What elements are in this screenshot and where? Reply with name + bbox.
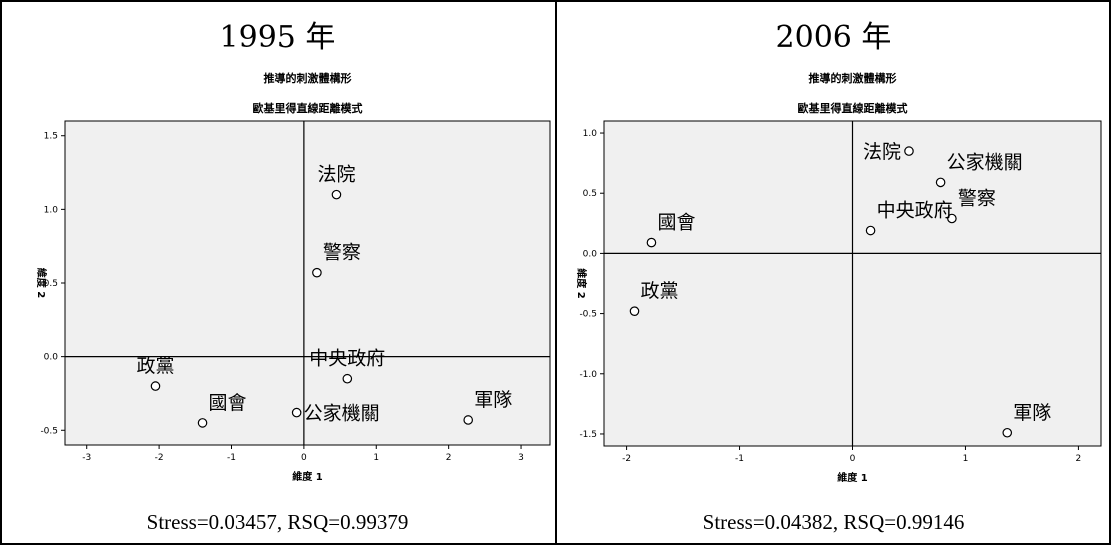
x-tick-label: 1 xyxy=(373,453,379,463)
x-tick-label: 0 xyxy=(850,454,856,464)
stress-rsq-text: Stress=0.04382, RSQ=0.99146 xyxy=(702,510,965,534)
x-tick-label: -1 xyxy=(227,453,236,463)
panel-1995: 1995 年 推導的刺激體構形 歐基里得直線距離模式 -3 -2 -1 0 1 2 3 -0.5 0… xyxy=(0,0,555,545)
point-label: 國會 xyxy=(209,392,247,414)
x-tick-label: -3 xyxy=(82,453,91,463)
x-tick-label: 3 xyxy=(518,453,524,463)
y-tick-label: 0.5 xyxy=(583,189,597,199)
chart-title: 推導的刺激體構形 xyxy=(809,71,897,85)
point-label: 政黨 xyxy=(136,355,174,377)
plot-area xyxy=(64,120,551,446)
y-tick-label: 1.0 xyxy=(44,205,59,215)
data-point xyxy=(629,306,640,316)
point-label: 警察 xyxy=(323,242,361,264)
x-tick-label: 0 xyxy=(301,453,307,463)
point-label: 政黨 xyxy=(640,280,678,302)
data-point xyxy=(342,373,353,384)
point-label: 警察 xyxy=(958,188,996,210)
x-tick-label: 2 xyxy=(1076,454,1082,464)
point-label: 中央政府 xyxy=(309,348,385,370)
data-point xyxy=(947,213,957,224)
x-tick-label: -1 xyxy=(735,454,744,464)
panel-year-title: 2006 年 xyxy=(775,20,892,55)
point-label: 法院 xyxy=(863,141,901,163)
data-point xyxy=(197,418,208,428)
x-tick-label: 1 xyxy=(963,454,969,464)
point-label: 法院 xyxy=(317,164,355,186)
y-tick-label: 0.5 xyxy=(44,279,58,289)
data-point xyxy=(463,415,474,425)
point-label: 中央政府 xyxy=(877,200,953,222)
stress-rsq-text: Stress=0.03457, RSQ=0.99379 xyxy=(146,510,409,534)
point-label: 公家機關 xyxy=(304,403,380,425)
data-point xyxy=(865,225,876,236)
point-label: 軍隊 xyxy=(474,389,512,411)
y-tick-label: -0.5 xyxy=(579,310,597,320)
data-point xyxy=(935,177,946,188)
panel-divider xyxy=(555,0,557,545)
chart-subtitle: 歐基里得直線距離模式 xyxy=(253,101,363,115)
y-tick-label: -0.5 xyxy=(40,426,58,436)
y-tick-label: 0.0 xyxy=(44,353,59,363)
x-axis-label: 維度 1 xyxy=(837,471,867,484)
data-point xyxy=(312,267,322,278)
x-tick-label: -2 xyxy=(155,453,164,463)
point-label: 公家機關 xyxy=(947,151,1023,173)
y-tick-label: 0.0 xyxy=(583,249,598,259)
data-point xyxy=(1002,427,1013,438)
y-tick-label: -1.0 xyxy=(579,370,597,380)
y-tick-label: -1.5 xyxy=(579,430,597,440)
data-point xyxy=(646,237,657,248)
chart-subtitle: 歐基里得直線距離模式 xyxy=(798,101,908,115)
x-tick-label: -2 xyxy=(622,454,631,464)
chart-title: 推導的刺激體構形 xyxy=(264,71,352,85)
data-point xyxy=(150,381,161,391)
data-point xyxy=(291,407,302,418)
panel-year-title: 1995 年 xyxy=(219,20,336,55)
data-point xyxy=(904,146,914,156)
x-tick-label: 2 xyxy=(446,453,452,463)
y-tick-label: 1.0 xyxy=(583,129,598,139)
data-point xyxy=(331,189,342,200)
y-axis-label: 維度 2 xyxy=(35,268,48,298)
y-tick-label: 1.5 xyxy=(44,132,58,142)
panel-2006: 2006 年 推導的刺激體構形 歐基里得直線距離模式 -2 -1 0 1 2 -1.5 -1.0… xyxy=(556,0,1111,545)
point-label: 軍隊 xyxy=(1013,402,1051,424)
point-label: 國會 xyxy=(657,212,695,234)
x-axis-label: 維度 1 xyxy=(292,470,322,483)
y-axis-label: 維度 2 xyxy=(575,268,588,298)
